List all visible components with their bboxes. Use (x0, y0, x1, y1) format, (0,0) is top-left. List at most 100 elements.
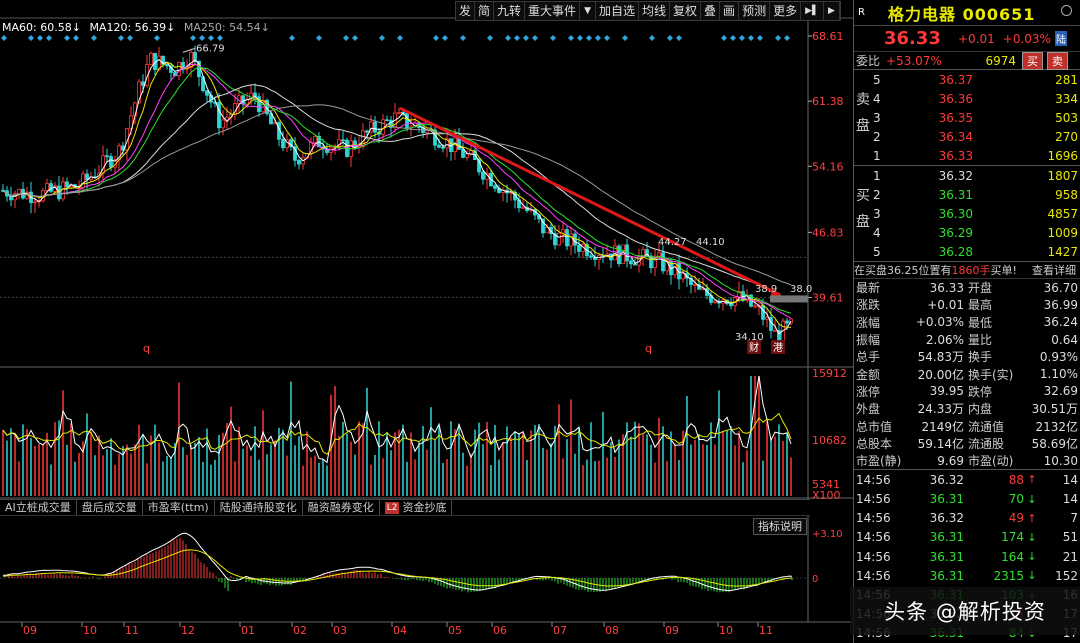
event-diamond-icon (37, 35, 43, 41)
kline-chart[interactable]: 68.61 61.38 54.16 46.83 39.61 66.79 34.10 44.27… (0, 0, 853, 643)
event-diamond-icon (433, 35, 439, 41)
tab-after-hours-volume[interactable]: 盘后成交量 (77, 500, 143, 515)
event-diamond-icon (775, 35, 781, 41)
toolbar-play-icon[interactable]: ▶▌ (801, 2, 824, 20)
toolbar-draw[interactable]: 画 (720, 2, 740, 20)
stat-value: 59.14亿 (917, 436, 964, 451)
stat-value: 9.69 (937, 453, 964, 468)
toolbar-add-watchlist[interactable]: 加自选 (596, 2, 639, 20)
tick-count: 21 (1062, 549, 1078, 564)
candle-body (677, 263, 681, 280)
toolbar-adjust[interactable]: 复权 (670, 2, 702, 20)
tab-hk-connect[interactable]: 陆股通持股变化 (215, 500, 303, 515)
stat-label: 流通股 (968, 436, 1005, 451)
ask-row[interactable]: 1 36.33 1696 (854, 146, 1080, 165)
stat-value: 0.64 (1051, 332, 1078, 347)
toolbar-events-dropdown-icon[interactable]: ▼ (580, 2, 596, 20)
indicator-help-button[interactable]: 指标说明 (753, 518, 807, 535)
tick-row[interactable]: 14:56 36.32 49 ↑ 7 (854, 509, 1080, 528)
tick-volume: 2315 (993, 568, 1024, 583)
bid-price: 36.29 (938, 225, 973, 240)
ask-row[interactable]: 3 36.35 503 (854, 108, 1080, 127)
toolbar-jian[interactable]: 简 (475, 2, 495, 20)
bid-row[interactable]: 4 36.29 1009 (854, 223, 1080, 242)
candle-body (385, 119, 389, 122)
candle-body (577, 244, 581, 252)
volume-axis-label: 5341 (812, 478, 840, 491)
bid-row[interactable]: 1 36.32 1807 (854, 166, 1080, 185)
bid-row[interactable]: 5 36.28 1427 (854, 242, 1080, 261)
tick-volume: 164 (1001, 549, 1024, 564)
tick-count: 7 (1070, 511, 1078, 526)
badge-gang-label: 港 (773, 342, 783, 354)
circle-icon[interactable] (1061, 5, 1072, 16)
tick-price: 36.31 (929, 530, 964, 545)
month-label: 04 (393, 624, 407, 637)
candle-body (445, 138, 449, 149)
candle-body (629, 260, 633, 265)
candle-body (177, 62, 181, 77)
event-diamond-icon (1, 35, 7, 41)
toolbar-ma[interactable]: 均线 (639, 2, 671, 20)
ask-row[interactable]: 4 36.36 334 (854, 89, 1080, 108)
candle-body (353, 140, 357, 148)
candle-body (297, 159, 301, 165)
toolbar-fa[interactable]: 发 (456, 2, 476, 20)
level-label: 44.10 (696, 237, 725, 248)
code-label: R (858, 7, 865, 18)
stat-row: 总市值 2149亿 流通值 2132亿 (854, 417, 1080, 434)
event-diamond-icon (64, 35, 70, 41)
tick-row[interactable]: 14:56 36.31 164 ↓ 21 (854, 547, 1080, 566)
stat-value: 2132亿 (1035, 419, 1078, 434)
tick-row[interactable]: 14:56 36.31 2315 ↓ 152 (854, 566, 1080, 585)
note-pre: 在买盘36.25位置有 (854, 264, 952, 277)
candle-body (481, 171, 485, 180)
tick-price: 36.31 (929, 568, 964, 583)
stat-value: 32.69 (1043, 384, 1078, 399)
ma20-line (2, 63, 792, 319)
tab-pe-ttm[interactable]: 市盈率(ttm) (143, 500, 215, 515)
bid-row[interactable]: 3 36.30 4857 (854, 204, 1080, 223)
toolbar-jiuzhuan[interactable]: 九转 (494, 2, 526, 20)
tab-margin[interactable]: 融资融券变化 (303, 500, 380, 515)
bid-price: 36.28 (938, 244, 973, 259)
tab-ai-volume[interactable]: AI立桩成交量 (0, 500, 77, 515)
arrow-down-icon: ↓ (1027, 530, 1037, 544)
tick-price: 36.31 (929, 492, 964, 507)
candle-body (461, 148, 465, 158)
bid-side-label-2: 盘 (856, 214, 870, 230)
stat-label: 内盘 (968, 402, 993, 417)
event-diamond-icon (199, 35, 205, 41)
month-label: 03 (333, 624, 347, 637)
stat-value: 30.51万 (1031, 402, 1078, 417)
tick-row[interactable]: 14:56 36.31 174 ↓ 51 (854, 528, 1080, 547)
toolbar-next-icon[interactable]: ▶ (824, 2, 840, 20)
event-diamond-icon (460, 35, 466, 41)
event-diamond-icon (667, 35, 673, 41)
buy-button[interactable]: 买 (1022, 51, 1043, 70)
event-diamond-icon (595, 35, 601, 41)
candle-body (729, 303, 733, 307)
level-label: 38.0 (790, 284, 812, 295)
volume-ma-line (2, 375, 792, 464)
candle-body (785, 320, 789, 324)
ask-row[interactable]: 5 36.37 281 (854, 70, 1080, 89)
view-detail-link[interactable]: 查看详细 (1032, 264, 1076, 277)
sell-button[interactable]: 卖 (1047, 51, 1068, 70)
toolbar-events[interactable]: 重大事件 (525, 2, 581, 20)
ask-level: 1 (873, 148, 881, 163)
tick-row[interactable]: 14:56 36.31 70 ↓ 14 (854, 489, 1080, 508)
toolbar-more[interactable]: 更多 (770, 2, 802, 20)
candle-body (493, 185, 497, 189)
candle-body (109, 156, 113, 168)
bid-row[interactable]: 2 36.31 958 (854, 185, 1080, 204)
stat-row: 最新 36.33 开盘 36.70 (854, 279, 1080, 296)
toolbar-predict[interactable]: 预测 (739, 2, 771, 20)
tick-volume: 174 (1001, 530, 1024, 545)
ask-row[interactable]: 2 36.34 270 (854, 127, 1080, 146)
tick-row[interactable]: 14:56 36.32 88 ↑ 14 (854, 470, 1080, 489)
tab-fund-bottom[interactable]: L2 资金抄底 (380, 500, 453, 515)
ma60-line (2, 84, 792, 303)
toolbar-overlay[interactable]: 叠 (701, 2, 721, 20)
indicator-tabs: AI立桩成交量 盘后成交量 市盈率(ttm) 陆股通持股变化 融资融券变化 L2… (0, 499, 810, 516)
